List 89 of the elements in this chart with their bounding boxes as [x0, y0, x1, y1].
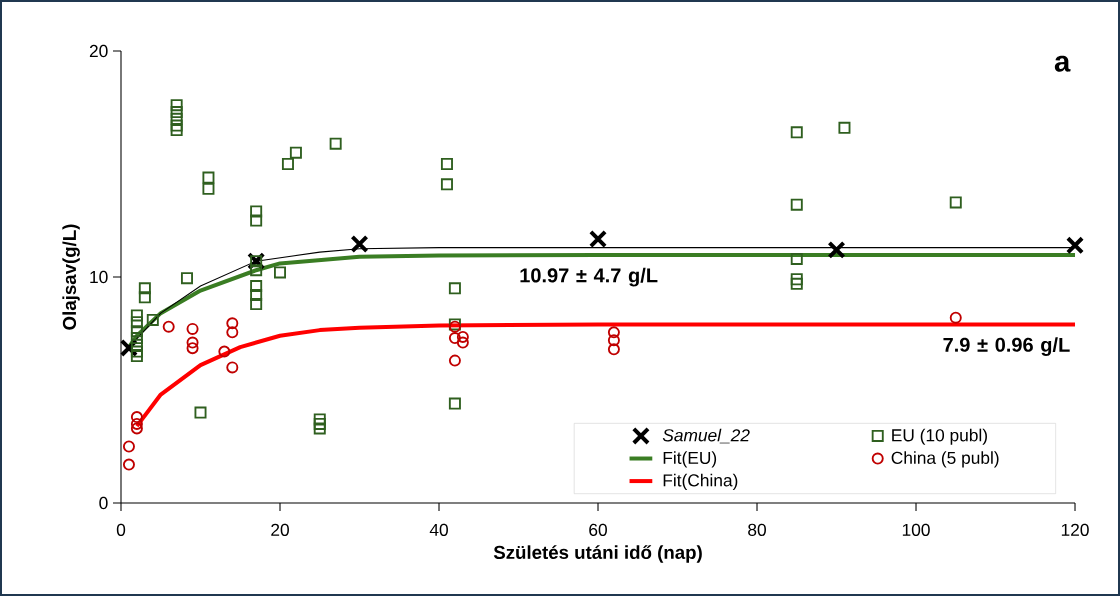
point: [170, 106, 183, 119]
point: [350, 234, 369, 254]
point: [202, 171, 215, 184]
x-tick-label: 60: [589, 523, 607, 536]
point: [138, 291, 151, 304]
point: [170, 99, 183, 112]
point: [250, 214, 263, 227]
x-tick-label: 20: [271, 523, 289, 536]
point: [186, 336, 199, 349]
point: [1065, 236, 1085, 255]
point: [281, 157, 294, 170]
point: [250, 205, 263, 218]
point: [202, 182, 215, 195]
point: [250, 280, 263, 293]
point: [790, 252, 803, 265]
point: [250, 264, 263, 277]
point: [607, 343, 620, 356]
point: [289, 146, 302, 159]
point: [130, 422, 143, 435]
point: [226, 317, 239, 330]
point: [456, 336, 469, 349]
point: [790, 277, 803, 290]
point: [440, 178, 453, 191]
point: [122, 458, 135, 471]
point: [138, 282, 151, 295]
point: [456, 330, 469, 343]
point: [250, 289, 263, 302]
point: [186, 342, 199, 355]
legend-label: China (5 publ): [891, 451, 999, 468]
point: [440, 157, 453, 170]
point: [250, 298, 263, 311]
legend-label: EU (10 publ): [892, 428, 987, 445]
point: [130, 338, 143, 351]
point: [949, 311, 962, 324]
legend-label: Fit(EU): [663, 451, 717, 468]
point: [827, 240, 846, 259]
point: [329, 137, 342, 150]
point: [607, 334, 620, 347]
point: [838, 121, 851, 134]
point: [226, 361, 239, 374]
x-tick-label: 120: [1061, 523, 1089, 536]
point: [313, 422, 326, 435]
point: [130, 350, 143, 363]
point: [170, 119, 183, 132]
point: [130, 345, 143, 358]
point: [588, 229, 608, 249]
y-tick-label: 10: [90, 270, 108, 284]
x-tick-label: 80: [748, 523, 766, 536]
point: [448, 282, 461, 295]
x-tick-label: 100: [902, 523, 930, 536]
annotation: a: [1054, 55, 1071, 72]
point: [790, 126, 803, 139]
point: [130, 309, 143, 322]
y-axis-title: Olajsav(g/L): [62, 224, 80, 330]
point: [122, 440, 135, 453]
point: [273, 266, 287, 279]
point: [146, 313, 159, 326]
x-axis-title: Születés utáni idő (nap): [493, 545, 702, 563]
point: [170, 124, 183, 137]
point: [949, 196, 962, 209]
point: [162, 320, 175, 333]
point: [130, 417, 143, 430]
x-tick-label: 40: [429, 523, 448, 536]
point: [130, 316, 143, 329]
point: [194, 406, 207, 419]
x-tick-label: 0: [116, 523, 126, 536]
line-series: [134, 322, 1078, 429]
point: [607, 326, 620, 339]
point: [448, 332, 461, 345]
annotation: 10.97 ± 4.7 g/L: [520, 267, 658, 287]
point: [130, 325, 143, 338]
point: [180, 272, 193, 285]
point: [790, 273, 803, 286]
point: [448, 397, 461, 410]
point: [313, 417, 326, 430]
point: [130, 411, 143, 424]
point: [186, 322, 199, 335]
point: [170, 112, 183, 125]
point: [226, 326, 239, 339]
legend-label: Fit(China): [663, 473, 738, 490]
point: [790, 198, 803, 211]
point: [313, 413, 326, 426]
legend-label: Samuel_22: [662, 428, 750, 444]
point: [218, 345, 231, 358]
y-tick-label: 20: [89, 44, 108, 58]
point: [130, 332, 143, 345]
annotation: 7.9 ± 0.96 g/L: [943, 337, 1070, 356]
y-tick-label: 0: [99, 496, 108, 510]
point: [448, 354, 461, 367]
